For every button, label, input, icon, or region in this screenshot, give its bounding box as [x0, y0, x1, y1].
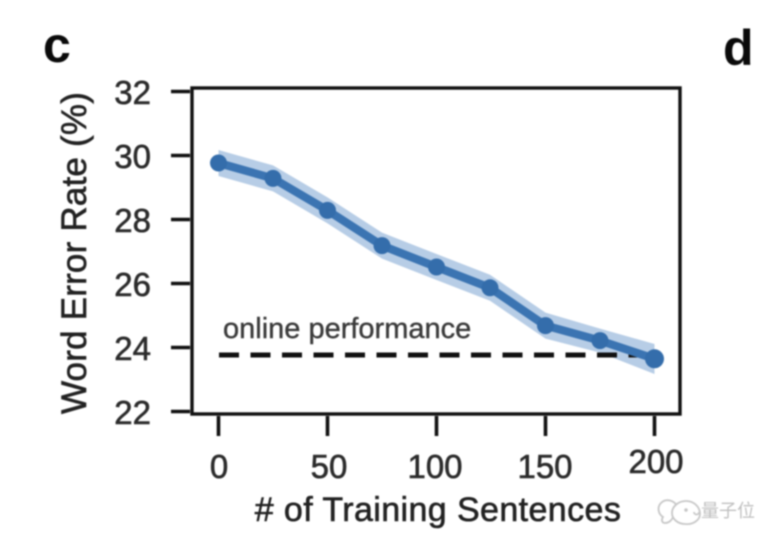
- svg-text:100: 100: [407, 448, 462, 485]
- svg-text:量子位: 量子位: [701, 501, 755, 521]
- svg-text:Word Error Rate (%): Word Error Rate (%): [55, 92, 94, 414]
- svg-text:200: 200: [628, 443, 683, 480]
- svg-text:0: 0: [210, 448, 228, 485]
- svg-text:online performance: online performance: [223, 313, 471, 345]
- svg-text:28: 28: [114, 202, 151, 239]
- svg-text:150: 150: [517, 448, 572, 485]
- svg-text:c: c: [43, 17, 71, 73]
- svg-text:30: 30: [114, 138, 151, 175]
- svg-text:50: 50: [311, 448, 348, 485]
- svg-text:24: 24: [114, 330, 151, 367]
- svg-text:26: 26: [114, 266, 151, 303]
- svg-text:32: 32: [114, 74, 151, 111]
- svg-text:22: 22: [114, 394, 151, 431]
- svg-text:d: d: [723, 20, 754, 76]
- svg-text:# of Training Sentences: # of Training Sentences: [255, 491, 621, 529]
